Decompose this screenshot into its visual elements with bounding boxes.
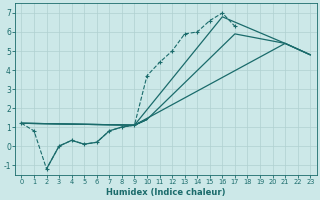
X-axis label: Humidex (Indice chaleur): Humidex (Indice chaleur): [106, 188, 226, 197]
